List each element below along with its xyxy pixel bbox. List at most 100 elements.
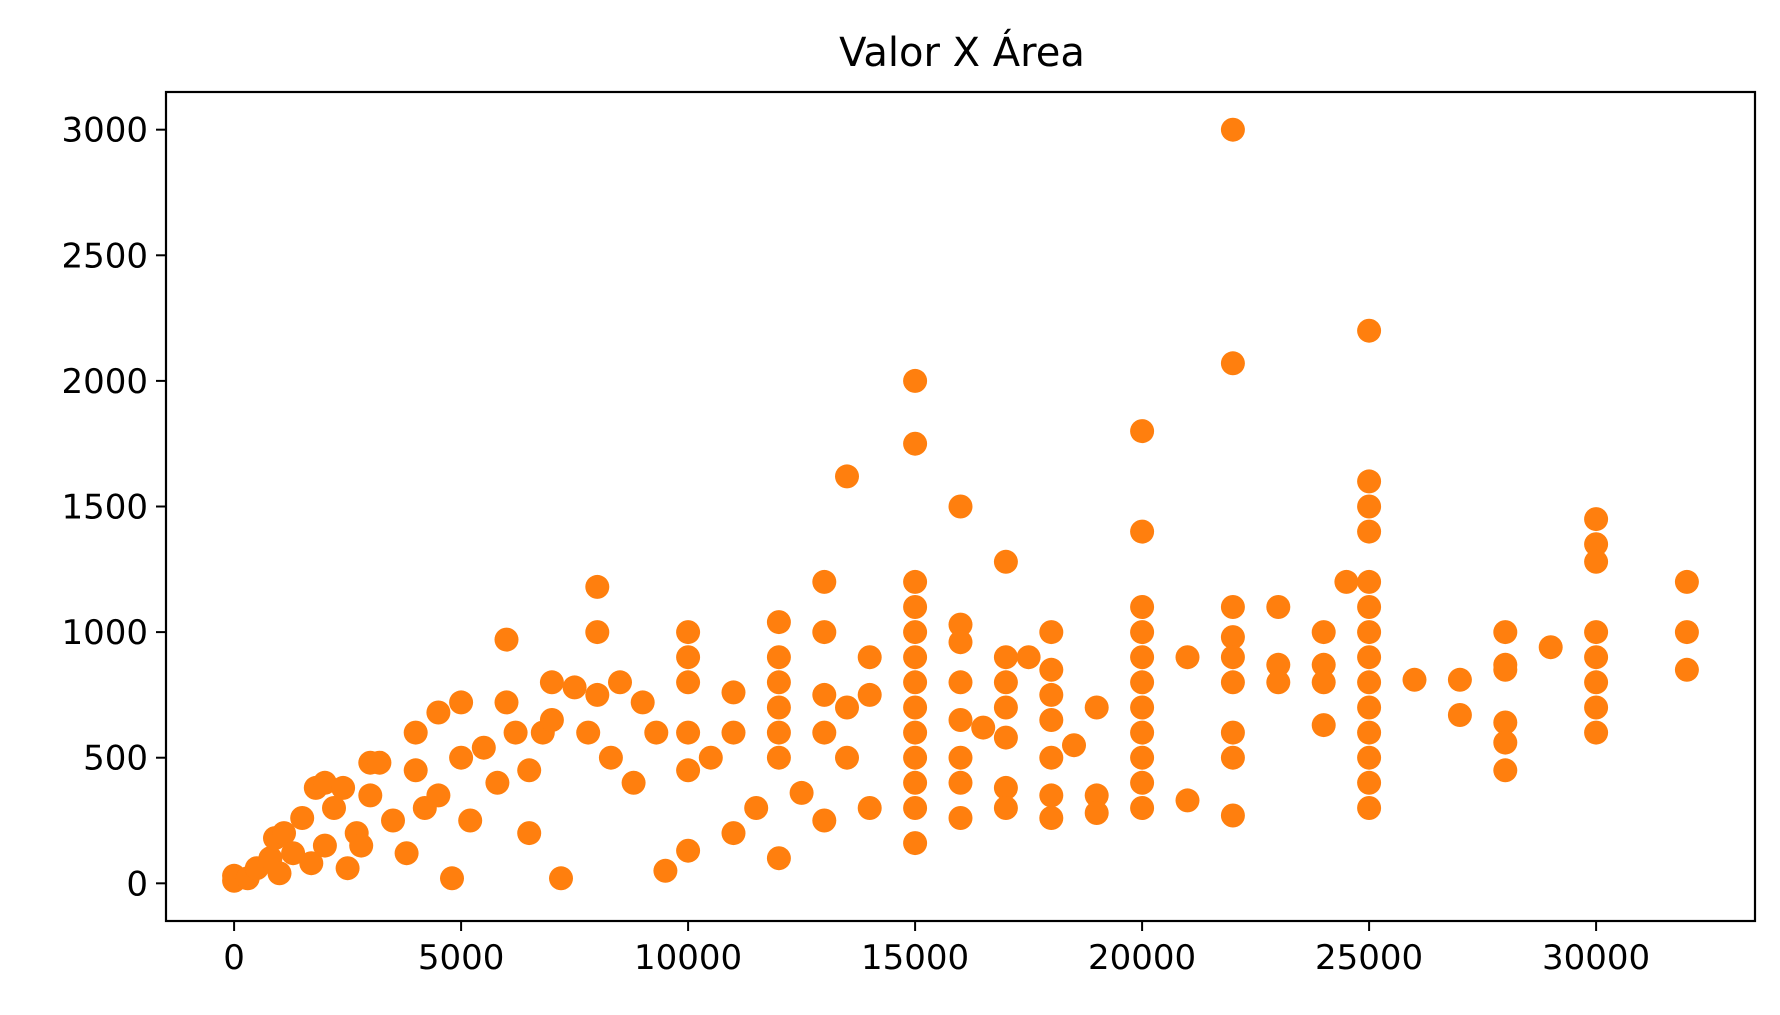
data-point bbox=[1084, 783, 1109, 808]
data-point bbox=[698, 745, 723, 770]
data-point bbox=[608, 670, 632, 695]
data-point bbox=[903, 431, 928, 456]
data-point bbox=[903, 831, 928, 856]
data-point bbox=[1334, 569, 1359, 594]
data-point bbox=[1402, 667, 1427, 692]
data-point bbox=[1357, 796, 1382, 820]
data-point bbox=[1039, 682, 1064, 707]
data-point bbox=[1311, 652, 1336, 677]
data-point bbox=[766, 670, 791, 695]
x-tick-label: 5000 bbox=[418, 938, 505, 978]
data-point bbox=[1220, 625, 1245, 650]
data-point bbox=[903, 796, 928, 820]
data-point bbox=[1311, 713, 1336, 738]
data-point bbox=[585, 574, 610, 599]
data-point bbox=[1493, 620, 1518, 645]
data-point bbox=[1493, 730, 1518, 755]
data-point bbox=[721, 720, 746, 745]
data-point bbox=[1220, 595, 1245, 619]
data-point bbox=[993, 695, 1018, 720]
data-point bbox=[1357, 519, 1382, 544]
data-point bbox=[1447, 667, 1472, 692]
data-point bbox=[1447, 703, 1472, 727]
data-point bbox=[766, 720, 791, 745]
data-point bbox=[993, 796, 1018, 820]
data-point bbox=[835, 695, 859, 720]
data-point bbox=[576, 720, 601, 745]
data-point bbox=[1084, 695, 1109, 720]
y-tick-label: 2500 bbox=[61, 236, 148, 276]
data-point bbox=[948, 630, 973, 655]
data-point bbox=[1130, 796, 1155, 820]
data-point bbox=[1357, 469, 1382, 494]
data-point bbox=[1039, 657, 1064, 682]
data-point bbox=[458, 808, 483, 833]
data-point bbox=[1220, 645, 1245, 670]
data-point bbox=[494, 627, 519, 652]
data-point bbox=[676, 620, 701, 645]
data-point bbox=[1175, 788, 1200, 813]
data-point bbox=[948, 708, 973, 732]
x-axis: 0 5000 10000 15000 20000 25000 30000 bbox=[223, 921, 1650, 978]
data-point bbox=[449, 745, 474, 770]
data-point bbox=[948, 745, 973, 770]
data-point bbox=[1357, 745, 1382, 770]
data-point bbox=[857, 796, 882, 820]
data-point bbox=[903, 569, 928, 594]
data-point bbox=[1493, 758, 1518, 783]
data-points bbox=[222, 117, 1699, 893]
data-point bbox=[1039, 620, 1064, 645]
data-point bbox=[1130, 519, 1155, 544]
data-point bbox=[993, 725, 1018, 750]
data-point bbox=[449, 690, 474, 715]
data-point bbox=[948, 806, 973, 830]
data-point bbox=[903, 695, 928, 720]
data-point bbox=[1130, 770, 1155, 795]
data-point bbox=[903, 770, 928, 795]
x-tick-label: 0 bbox=[223, 938, 245, 978]
data-point bbox=[812, 569, 837, 594]
data-point bbox=[903, 720, 928, 745]
data-point bbox=[312, 770, 337, 795]
data-point bbox=[1130, 695, 1155, 720]
data-point bbox=[312, 833, 337, 858]
data-point bbox=[676, 645, 701, 670]
data-point bbox=[993, 645, 1018, 670]
data-point bbox=[562, 675, 587, 700]
data-point bbox=[1311, 620, 1336, 645]
data-point bbox=[903, 670, 928, 695]
data-point bbox=[721, 680, 746, 705]
data-point bbox=[1674, 620, 1699, 645]
data-point bbox=[517, 758, 542, 783]
data-point bbox=[1584, 670, 1609, 695]
data-point bbox=[812, 808, 837, 833]
y-tick-label: 1500 bbox=[61, 488, 148, 528]
y-tick-label: 0 bbox=[126, 864, 148, 904]
data-point bbox=[394, 841, 419, 866]
data-point bbox=[1584, 507, 1609, 532]
data-point bbox=[1584, 645, 1609, 670]
x-tick-label: 15000 bbox=[861, 938, 969, 978]
x-tick-label: 25000 bbox=[1315, 938, 1423, 978]
data-point bbox=[494, 690, 519, 715]
data-point bbox=[1130, 720, 1155, 745]
data-point bbox=[1538, 635, 1563, 660]
data-point bbox=[1130, 595, 1155, 619]
data-point bbox=[598, 745, 623, 770]
data-point bbox=[471, 735, 496, 760]
data-point bbox=[1311, 670, 1336, 695]
data-point bbox=[1674, 657, 1699, 682]
y-axis: 0 500 1000 1500 2000 2500 3000 bbox=[61, 111, 166, 904]
data-point bbox=[1674, 569, 1699, 594]
data-point bbox=[1357, 595, 1382, 619]
data-point bbox=[993, 670, 1018, 695]
data-point bbox=[1584, 549, 1609, 574]
data-point bbox=[1584, 620, 1609, 645]
data-point bbox=[1357, 645, 1382, 670]
data-point bbox=[1039, 708, 1064, 732]
data-point bbox=[1357, 695, 1382, 720]
x-tick-label: 10000 bbox=[634, 938, 742, 978]
data-point bbox=[1220, 670, 1245, 695]
data-point bbox=[1493, 710, 1518, 735]
